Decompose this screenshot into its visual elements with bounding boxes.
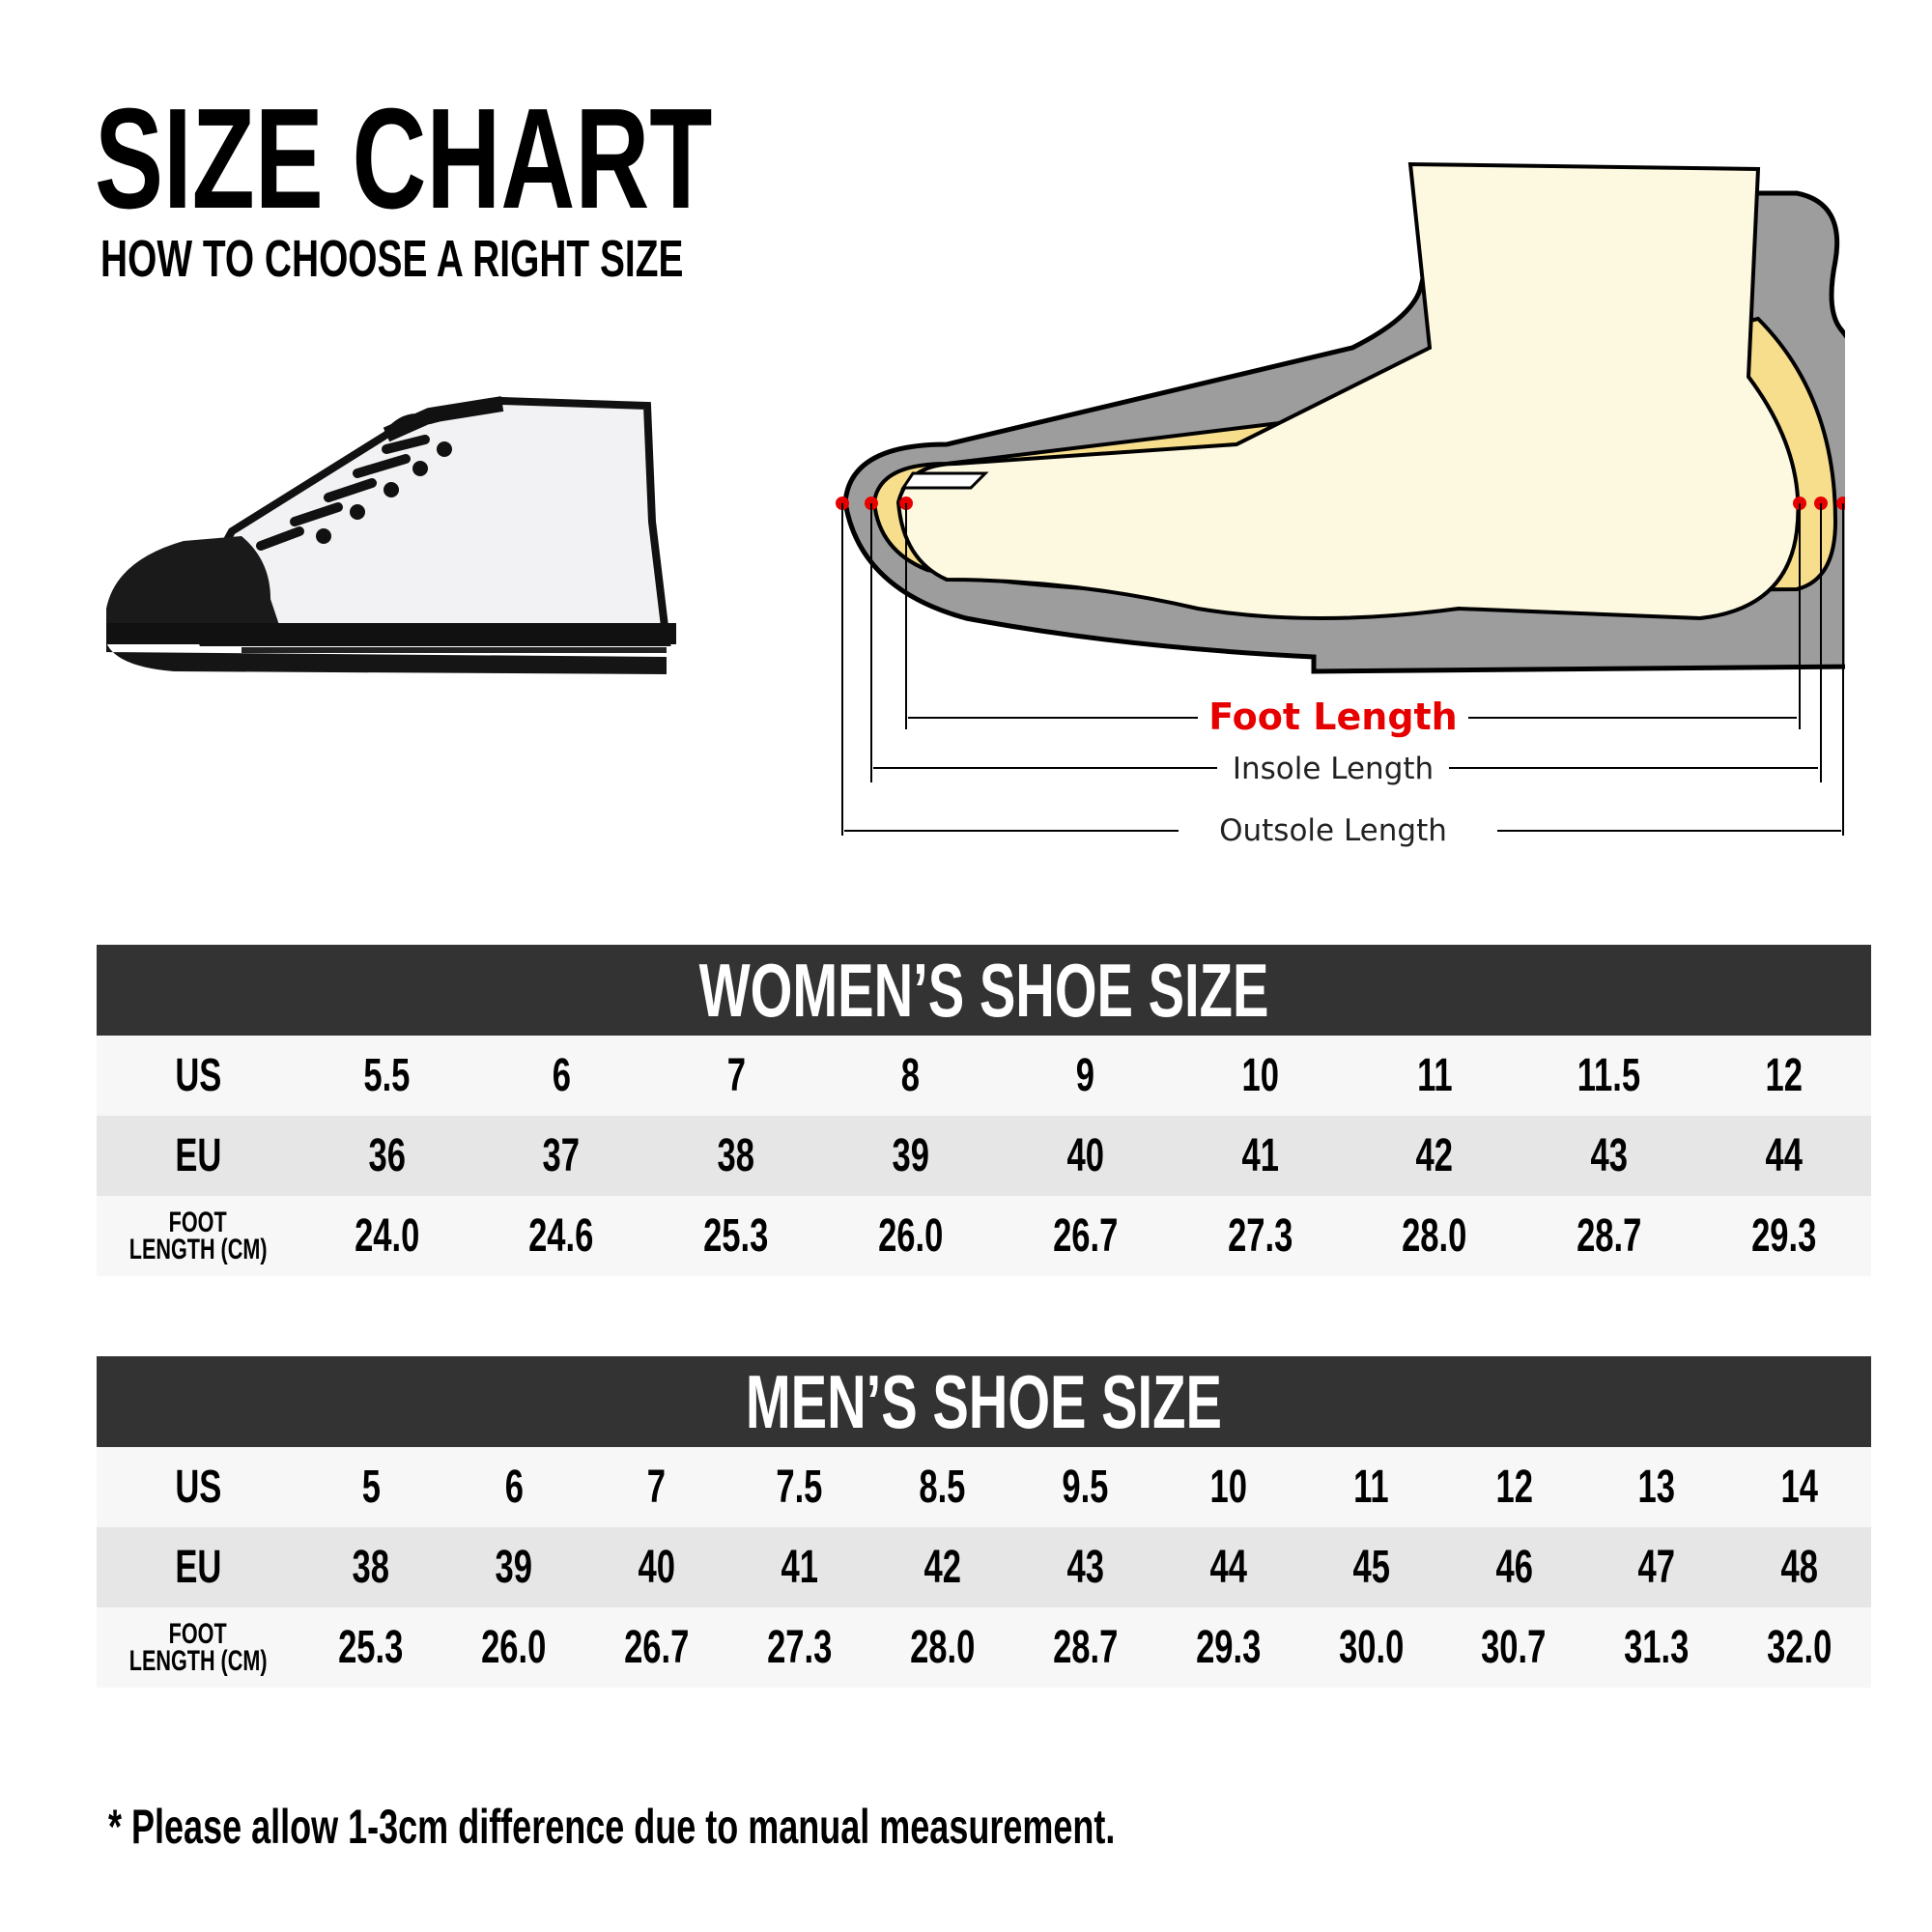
men-us-row: US 5 6 7 7.5 8.5 9.5 10 11 12 13 14 [97, 1447, 1871, 1527]
size-cell: 24.6 [528, 1210, 594, 1262]
size-cell: 36 [368, 1130, 406, 1181]
size-cell: 6 [504, 1462, 524, 1513]
size-cell: 10 [1209, 1462, 1247, 1513]
men-table-title: MEN’S SHOE SIZE [97, 1356, 1871, 1447]
size-cell: 11.5 [1577, 1050, 1641, 1101]
size-cell: 38 [352, 1542, 390, 1593]
footnote: * Please allow 1-3cm difference due to m… [108, 1800, 1116, 1854]
size-cell: 29.3 [1751, 1210, 1817, 1262]
men-cm-row: FOOT LENGTH (CM) 25.3 26.0 26.7 27.3 28.0 28.7 2… [97, 1607, 1871, 1688]
size-cell: 43 [1066, 1542, 1104, 1593]
size-cell: 37 [542, 1130, 581, 1181]
women-cm-row: FOOT LENGTH (CM) 24.0 24.6 25.3 26.0 26.7 27.3 2… [97, 1196, 1871, 1276]
size-cell: 41 [1241, 1130, 1279, 1181]
size-cell: 26.0 [878, 1210, 944, 1262]
size-cell: 40 [1066, 1130, 1104, 1181]
size-cell: 42 [923, 1542, 961, 1593]
size-cell: 44 [1209, 1542, 1247, 1593]
men-eu-row: EU 38 39 40 41 42 43 44 45 46 47 48 [97, 1527, 1871, 1607]
size-cell: 42 [1415, 1130, 1454, 1181]
high-top-sneaker-image [106, 396, 676, 674]
size-cell: 8.5 [919, 1462, 966, 1513]
size-cell: 26.7 [624, 1622, 690, 1673]
size-cell: 5 [361, 1462, 381, 1513]
size-cell: 41 [781, 1542, 818, 1593]
size-cell: 24.0 [354, 1210, 420, 1262]
foot-length-label: Foot Length [1208, 696, 1457, 738]
insole-length-label: Insole Length [1233, 752, 1434, 786]
size-cell: 48 [1780, 1542, 1819, 1593]
size-cell: 39 [892, 1130, 929, 1181]
size-cell: 28.7 [1052, 1622, 1119, 1673]
size-cell: 9 [1075, 1050, 1095, 1101]
outsole-length-label: Outsole Length [1219, 813, 1447, 848]
size-cell: 30.0 [1338, 1622, 1404, 1673]
size-cell: 43 [1590, 1130, 1629, 1181]
men-size-table: MEN’S SHOE SIZE US 5 6 7 7.5 8.5 9.5 10 11 12 13 14… [97, 1356, 1871, 1688]
size-cell: 28.0 [909, 1622, 976, 1673]
size-cell: 12 [1765, 1050, 1803, 1101]
size-cell: 44 [1765, 1130, 1803, 1181]
size-cell: 14 [1780, 1462, 1819, 1513]
size-cell: 40 [638, 1542, 675, 1593]
size-cell: 26.7 [1052, 1210, 1119, 1262]
size-cell: 32.0 [1767, 1622, 1833, 1673]
women-table-title: WOMEN’S SHOE SIZE [97, 945, 1871, 1036]
size-cell: 7 [726, 1050, 746, 1101]
size-cell: 10 [1241, 1050, 1279, 1101]
foot-measurement-diagram: Foot Length Insole Length Outsole Length [836, 161, 1845, 848]
size-cell: 13 [1637, 1462, 1676, 1513]
size-cell: 11 [1416, 1050, 1453, 1101]
size-cell: 7.5 [776, 1462, 823, 1513]
size-cell: 28.7 [1577, 1210, 1642, 1262]
size-cell: 26.0 [481, 1622, 547, 1673]
size-cell: 11 [1353, 1462, 1389, 1513]
women-size-table: WOMEN’S SHOE SIZE US 5.5 6 7 8 9 10 11 11.5 12 EU… [97, 945, 1871, 1276]
size-cell: 39 [495, 1542, 533, 1593]
size-cell: 9.5 [1062, 1462, 1109, 1513]
size-cell: 25.3 [338, 1622, 404, 1673]
size-cell: 38 [717, 1130, 755, 1181]
size-cell: 30.7 [1481, 1622, 1547, 1673]
size-cell: 6 [552, 1050, 571, 1101]
women-eu-row: EU 36 37 38 39 40 41 42 43 44 [97, 1116, 1871, 1196]
size-cell: 27.3 [767, 1622, 833, 1673]
size-cell: 7 [647, 1462, 667, 1513]
size-cell: 45 [1352, 1542, 1390, 1593]
women-us-row: US 5.5 6 7 8 9 10 11 11.5 12 [97, 1036, 1871, 1116]
page-subtitle: HOW TO CHOOSE A RIGHT SIZE [100, 230, 684, 288]
size-cell: 12 [1494, 1462, 1533, 1513]
size-cell: 5.5 [363, 1050, 411, 1101]
size-cell: 29.3 [1195, 1622, 1262, 1673]
size-cell: 47 [1637, 1542, 1676, 1593]
size-cell: 25.3 [703, 1210, 769, 1262]
size-cell: 31.3 [1624, 1622, 1690, 1673]
size-cell: 8 [901, 1050, 921, 1101]
page-title: SIZE CHART [95, 79, 713, 239]
size-cell: 27.3 [1227, 1210, 1293, 1262]
size-cell: 28.0 [1402, 1210, 1467, 1262]
size-cell: 46 [1494, 1542, 1533, 1593]
